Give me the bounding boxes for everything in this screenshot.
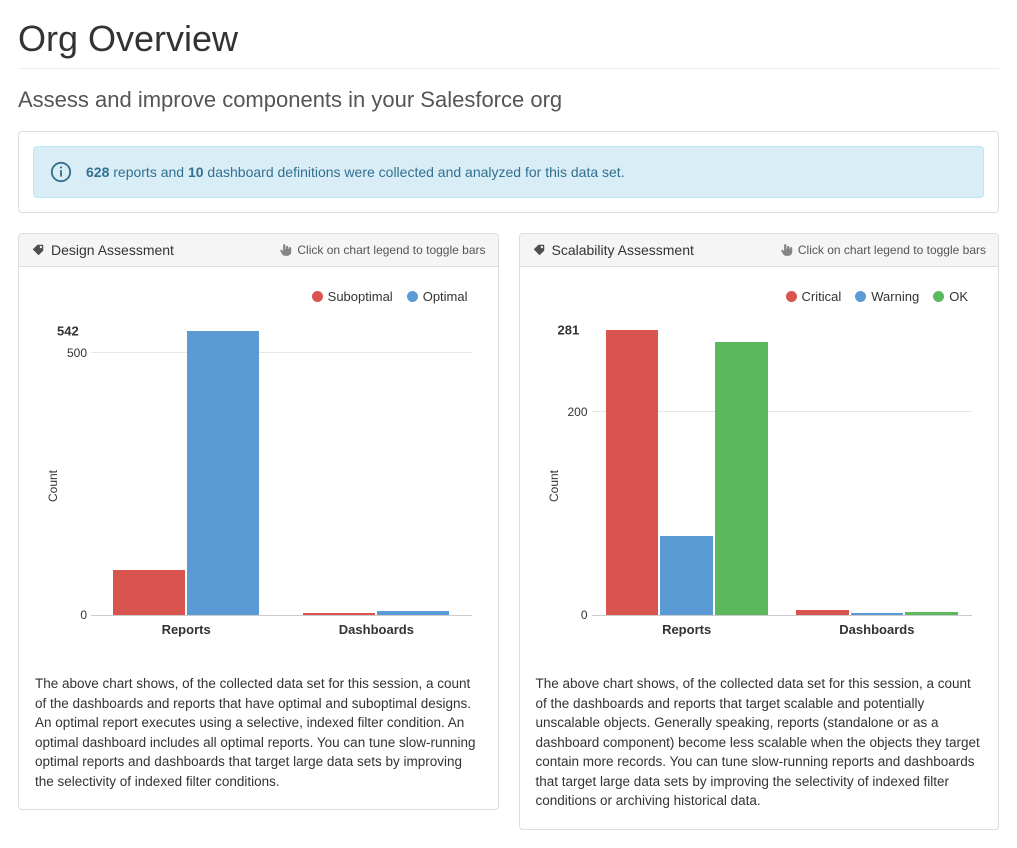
- scalability-bar-dashboards-warning[interactable]: [851, 613, 904, 615]
- design-group-reports: [91, 316, 281, 615]
- design-panel-hint: Click on chart legend to toggle bars: [297, 243, 485, 257]
- info-icon: [50, 161, 72, 183]
- scalability-chart: Critical Warning OK Count 0 200 281 ReportsD…: [536, 289, 983, 656]
- ytick-label: 200: [558, 405, 588, 419]
- tag-icon: [31, 243, 45, 257]
- tag-icon: [532, 243, 546, 257]
- legend-swatch: [855, 291, 866, 302]
- ytick-label: 500: [57, 346, 87, 360]
- info-n-reports: 628: [86, 164, 109, 180]
- design-legend-item-optimal[interactable]: Optimal: [407, 289, 468, 304]
- scalability-legend: Critical Warning OK: [536, 289, 969, 304]
- scalability-xlabel-reports: Reports: [592, 622, 782, 637]
- legend-swatch: [407, 291, 418, 302]
- scalability-legend-item-warning[interactable]: Warning: [855, 289, 919, 304]
- scalability-panel-title: Scalability Assessment: [552, 242, 694, 258]
- design-ylabel: Count: [46, 470, 60, 502]
- page-title: Org Overview: [18, 18, 999, 69]
- design-y-callout: 542: [57, 323, 79, 338]
- design-xlabel-dashboards: Dashboards: [281, 622, 471, 637]
- design-bar-dashboards-optimal[interactable]: [377, 611, 449, 615]
- scalability-bar-dashboards-ok[interactable]: [905, 612, 958, 615]
- design-bar-reports-optimal[interactable]: [187, 331, 259, 615]
- ytick-label: 0: [558, 608, 588, 622]
- scalability-legend-item-critical[interactable]: Critical: [786, 289, 842, 304]
- hand-pointer-icon: [780, 243, 794, 257]
- design-chart: Suboptimal Optimal Count 0 500 542 ReportsD…: [35, 289, 482, 656]
- scalability-panel-header: Scalability Assessment Click on chart le…: [520, 234, 999, 267]
- design-description: The above chart shows, of the collected …: [35, 674, 482, 791]
- panels-row: Design Assessment Click on chart legend …: [18, 233, 999, 830]
- scalability-bar-reports-warning[interactable]: [660, 536, 713, 615]
- legend-label: Warning: [871, 289, 919, 304]
- info-alert: 628 reports and 10 dashboard definitions…: [33, 146, 984, 198]
- design-legend: Suboptimal Optimal: [35, 289, 468, 304]
- legend-label: OK: [949, 289, 968, 304]
- legend-label: Suboptimal: [328, 289, 393, 304]
- info-panel: 628 reports and 10 dashboard definitions…: [18, 131, 999, 213]
- design-legend-item-suboptimal[interactable]: Suboptimal: [312, 289, 393, 304]
- design-panel-header: Design Assessment Click on chart legend …: [19, 234, 498, 267]
- scalability-bar-reports-critical[interactable]: [606, 330, 659, 615]
- design-group-dashboards: [281, 316, 471, 615]
- scalability-panel-hint: Click on chart legend to toggle bars: [798, 243, 986, 257]
- scalability-legend-item-ok[interactable]: OK: [933, 289, 968, 304]
- design-panel-title: Design Assessment: [51, 242, 174, 258]
- design-xlabel-reports: Reports: [91, 622, 281, 637]
- info-n-dashboards: 10: [188, 164, 204, 180]
- hand-pointer-icon: [279, 243, 293, 257]
- scalability-group-reports: [592, 316, 782, 615]
- legend-label: Critical: [802, 289, 842, 304]
- scalability-ylabel: Count: [547, 470, 561, 502]
- scalability-group-dashboards: [782, 316, 972, 615]
- design-bar-reports-suboptimal[interactable]: [113, 570, 185, 615]
- ytick-label: 0: [57, 608, 87, 622]
- scalability-description: The above chart shows, of the collected …: [536, 674, 983, 811]
- legend-label: Optimal: [423, 289, 468, 304]
- info-alert-text: 628 reports and 10 dashboard definitions…: [86, 164, 625, 180]
- legend-swatch: [933, 291, 944, 302]
- scalability-bar-dashboards-critical[interactable]: [796, 610, 849, 615]
- design-panel: Design Assessment Click on chart legend …: [18, 233, 499, 810]
- page-subtitle: Assess and improve components in your Sa…: [18, 87, 999, 113]
- legend-swatch: [312, 291, 323, 302]
- scalability-bar-reports-ok[interactable]: [715, 342, 768, 615]
- scalability-y-callout: 281: [558, 323, 580, 338]
- legend-swatch: [786, 291, 797, 302]
- design-bar-dashboards-suboptimal[interactable]: [303, 613, 375, 615]
- scalability-panel: Scalability Assessment Click on chart le…: [519, 233, 1000, 830]
- scalability-xlabel-dashboards: Dashboards: [782, 622, 972, 637]
